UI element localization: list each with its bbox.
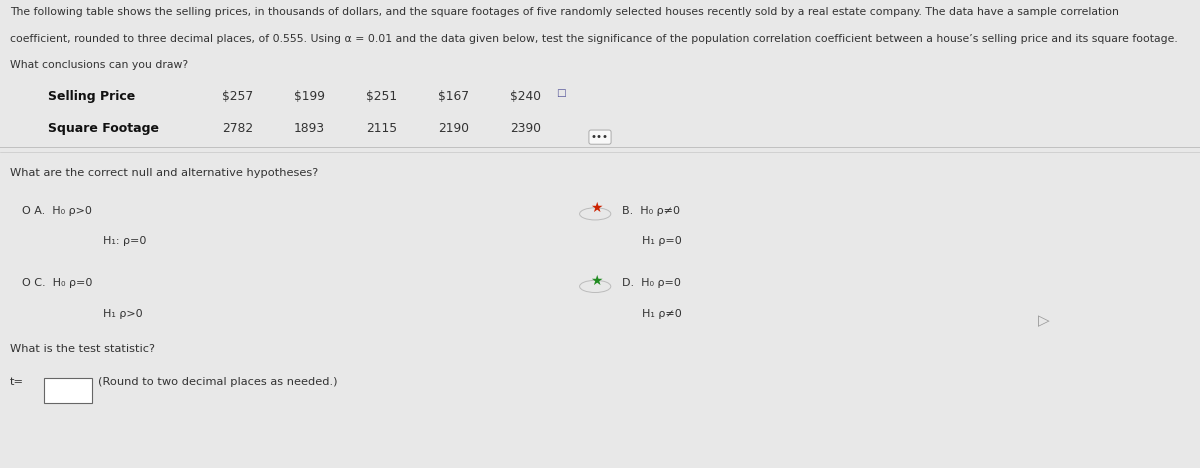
Text: $240: $240 [510,90,541,103]
Text: H₁: ρ=0: H₁: ρ=0 [103,236,146,246]
Text: □: □ [556,88,565,97]
Text: O C.  H₀ ρ=0: O C. H₀ ρ=0 [22,278,92,288]
Text: (Round to two decimal places as needed.): (Round to two decimal places as needed.) [98,377,338,387]
Text: H₁ ρ>0: H₁ ρ>0 [103,309,143,319]
Text: H₁ ρ≠0: H₁ ρ≠0 [642,309,682,319]
Text: 2782: 2782 [222,122,253,135]
Text: What are the correct null and alternative hypotheses?: What are the correct null and alternativ… [10,168,318,178]
Text: 2115: 2115 [366,122,397,135]
Text: 2390: 2390 [510,122,541,135]
Text: H₁ ρ=0: H₁ ρ=0 [642,236,682,246]
Text: $199: $199 [294,90,325,103]
Text: The following table shows the selling prices, in thousands of dollars, and the s: The following table shows the selling pr… [10,7,1118,17]
Text: t=: t= [10,377,24,387]
Text: ★: ★ [590,274,602,288]
Text: 1893: 1893 [294,122,325,135]
Text: ▷: ▷ [1038,314,1050,329]
FancyBboxPatch shape [44,378,92,403]
Text: Selling Price: Selling Price [48,90,136,103]
Text: D.  H₀ ρ=0: D. H₀ ρ=0 [622,278,680,288]
Text: $167: $167 [438,90,469,103]
Text: What is the test statistic?: What is the test statistic? [10,344,155,354]
Text: O A.  H₀ ρ>0: O A. H₀ ρ>0 [22,206,91,216]
Text: B.  H₀ ρ≠0: B. H₀ ρ≠0 [622,206,679,216]
Text: ★: ★ [590,201,602,215]
Text: $251: $251 [366,90,397,103]
Text: $257: $257 [222,90,253,103]
Text: •••: ••• [592,132,610,142]
Text: Square Footage: Square Footage [48,122,158,135]
Text: What conclusions can you draw?: What conclusions can you draw? [10,60,187,70]
Text: coefficient, rounded to three decimal places, of 0.555. Using α = 0.01 and the d: coefficient, rounded to three decimal pl… [10,34,1177,44]
Text: 2190: 2190 [438,122,469,135]
